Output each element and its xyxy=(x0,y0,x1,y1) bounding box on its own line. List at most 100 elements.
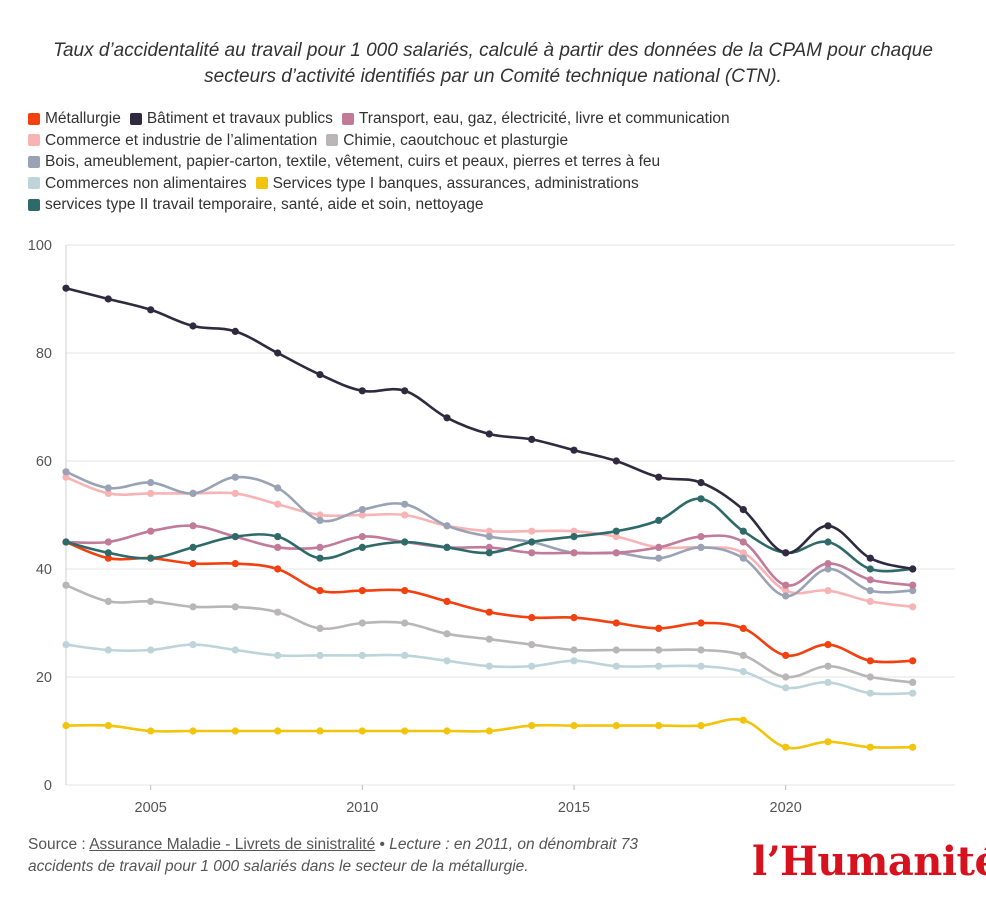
data-point xyxy=(231,489,239,497)
data-point xyxy=(485,527,493,535)
data-point xyxy=(697,543,705,552)
data-point xyxy=(782,673,790,681)
data-point xyxy=(62,284,70,292)
data-point xyxy=(570,446,578,454)
data-point xyxy=(739,668,747,676)
data-point xyxy=(866,565,874,573)
legend-swatch xyxy=(129,112,142,125)
legend-item[interactable]: Commerce et industrie de l’alimentation xyxy=(28,130,317,152)
source-link[interactable]: Assurance Maladie - Livrets de sinistral… xyxy=(89,836,376,853)
data-point xyxy=(866,587,874,595)
data-point xyxy=(316,727,324,735)
data-point xyxy=(358,619,366,627)
data-point xyxy=(909,603,917,611)
data-point xyxy=(443,657,451,665)
data-point xyxy=(909,743,917,751)
legend-label: Chimie, caoutchouc et plasturgie xyxy=(343,131,569,149)
legend-item[interactable]: Chimie, caoutchouc et plasturgie xyxy=(326,130,568,152)
data-point xyxy=(401,387,409,395)
chart-title: Taux d’accidentalité au travail pour 1 0… xyxy=(53,40,933,87)
y-tick-label: 80 xyxy=(36,346,52,362)
data-point xyxy=(358,511,366,519)
data-point xyxy=(104,538,112,546)
legend-label: Bâtiment et travaux publics xyxy=(146,110,333,127)
legend-item[interactable]: Transport, eau, gaz, électricité, livre … xyxy=(341,108,730,130)
data-point xyxy=(782,651,790,660)
data-point xyxy=(612,533,620,541)
data-point xyxy=(612,646,620,654)
data-point xyxy=(443,727,451,735)
data-point xyxy=(358,533,366,541)
legend-label: Commerce et industrie de l’alimentation xyxy=(45,131,318,149)
data-point xyxy=(739,716,747,724)
data-point xyxy=(655,543,663,552)
data-point xyxy=(104,722,112,730)
data-point xyxy=(570,646,578,654)
data-point xyxy=(316,624,324,633)
data-point xyxy=(824,587,832,595)
data-point xyxy=(274,727,282,735)
data-point xyxy=(62,473,70,481)
y-tick-label: 20 xyxy=(36,670,52,686)
data-point xyxy=(62,581,70,589)
data-point xyxy=(782,743,790,751)
data-point xyxy=(739,506,747,514)
data-point xyxy=(612,662,620,670)
legend-row: Commerce et industrie de l’alimentation C… xyxy=(28,130,958,152)
data-point xyxy=(401,538,409,546)
legend-item[interactable]: Métallurgie xyxy=(28,108,121,130)
data-point xyxy=(612,722,620,730)
data-point xyxy=(316,511,324,519)
data-point xyxy=(528,662,536,670)
legend-label: Transport, eau, gaz, électricité, livre … xyxy=(358,110,730,127)
data-point xyxy=(358,387,366,395)
data-point xyxy=(528,527,536,535)
data-point xyxy=(189,522,197,530)
data-point xyxy=(147,727,155,735)
legend-item[interactable]: Bois, ameublement, papier-carton, textil… xyxy=(28,151,660,173)
data-point xyxy=(824,560,832,568)
legend-item[interactable]: Services type I banques, assurances, adm… xyxy=(255,173,639,195)
data-point xyxy=(274,533,282,541)
data-point xyxy=(231,727,239,735)
data-point xyxy=(189,727,197,735)
data-point xyxy=(189,641,197,649)
data-point xyxy=(866,743,874,751)
x-tick-label: 2015 xyxy=(558,800,590,816)
footer-source: Source : Assurance Maladie - Livrets de … xyxy=(28,834,668,878)
legend-swatch xyxy=(28,177,40,190)
data-point xyxy=(824,678,832,687)
data-point xyxy=(104,484,112,492)
data-point xyxy=(739,624,747,633)
x-tick-label: 2005 xyxy=(135,800,167,816)
legend-swatch xyxy=(28,134,40,147)
data-point xyxy=(866,576,874,584)
data-point xyxy=(739,549,747,557)
data-point xyxy=(570,549,578,557)
data-point xyxy=(401,619,409,627)
data-point xyxy=(655,722,663,730)
data-point xyxy=(909,581,917,589)
data-point xyxy=(866,554,874,562)
data-point xyxy=(782,684,790,692)
data-point xyxy=(231,533,239,541)
data-point xyxy=(782,592,790,600)
legend-row: Métallurgie Bâtiment et travaux publics Tr… xyxy=(28,108,958,130)
data-point xyxy=(655,646,663,654)
data-point xyxy=(189,603,197,611)
data-point xyxy=(485,635,493,643)
legend-item[interactable]: services type II travail temporaire, san… xyxy=(28,194,484,216)
legend-item[interactable]: Commerces non alimentaires xyxy=(28,173,247,195)
y-tick-label: 40 xyxy=(36,562,52,578)
data-point xyxy=(697,619,705,627)
data-point xyxy=(443,522,451,530)
data-point xyxy=(316,516,324,525)
legend-label: Commerces non alimentaires xyxy=(45,174,247,192)
legend-item[interactable]: Bâtiment et travaux publics xyxy=(129,108,333,130)
data-point xyxy=(147,597,155,606)
data-point xyxy=(147,479,155,487)
data-point xyxy=(274,608,282,616)
data-point xyxy=(62,641,70,649)
data-point xyxy=(824,565,832,573)
data-point xyxy=(147,306,155,314)
